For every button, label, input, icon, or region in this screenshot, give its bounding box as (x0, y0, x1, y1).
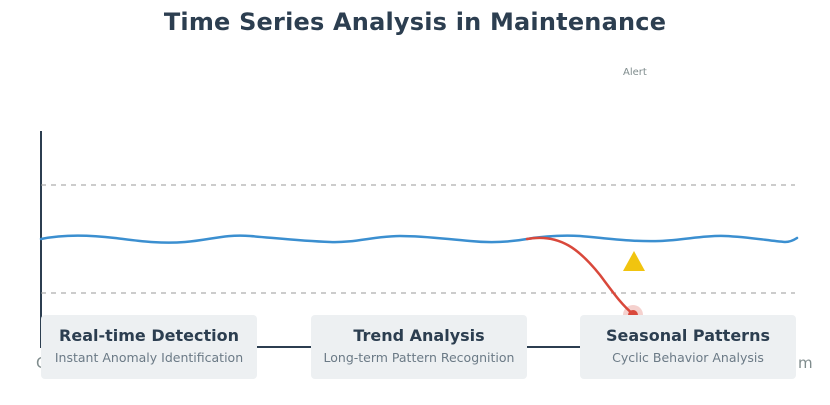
card-subtitle: Long-term Pattern Recognition (323, 350, 515, 365)
card-real-time-detection: Real-time Detection Instant Anomaly Iden… (41, 315, 257, 379)
card-trend-analysis: Trend Analysis Long-term Pattern Recogni… (311, 315, 527, 379)
card-title: Seasonal Patterns (606, 326, 770, 345)
anomaly-line (525, 236, 635, 316)
signal-line (39, 234, 799, 244)
warning-triangle-icon (623, 251, 645, 271)
axis-end-label: m (798, 354, 813, 372)
card-subtitle: Instant Anomaly Identification (54, 350, 244, 365)
card-subtitle: Cyclic Behavior Analysis (612, 350, 764, 365)
alert-label: Alert (623, 67, 647, 78)
card-title: Real-time Detection (59, 326, 239, 345)
page-title: Time Series Analysis in Maintenance (163, 8, 667, 36)
card-seasonal-patterns: Seasonal Patterns Cyclic Behavior Analys… (580, 315, 796, 379)
card-title: Trend Analysis (353, 326, 485, 345)
